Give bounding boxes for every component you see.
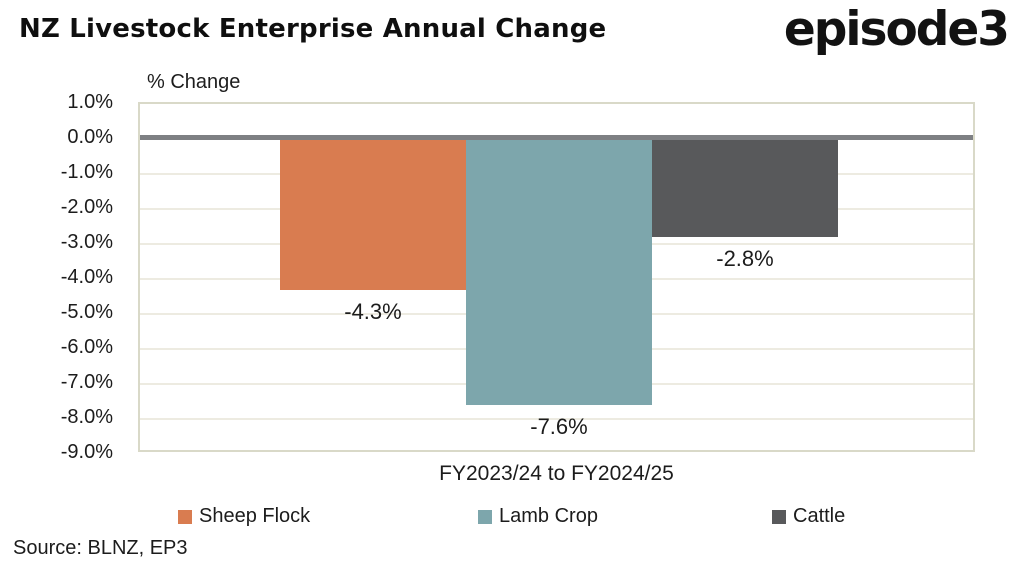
y-tick-label: -6.0%: [60, 336, 113, 358]
bar-lamb-crop: [466, 139, 652, 405]
y-tick-label: -8.0%: [60, 406, 113, 428]
y-axis-title: % Change: [147, 71, 241, 93]
page-title: NZ Livestock Enterprise Annual Change: [19, 14, 607, 44]
legend-item-cattle: Cattle: [772, 505, 845, 528]
y-tick-label: -5.0%: [60, 301, 113, 323]
zero-axis-line: [140, 135, 973, 140]
y-tick-label: -7.0%: [60, 371, 113, 393]
y-tick-label: 1.0%: [67, 91, 113, 113]
legend-swatch-icon: [478, 509, 492, 524]
y-tick-label: -2.0%: [60, 196, 113, 218]
gridline: [140, 418, 973, 420]
x-axis-label: FY2023/24 to FY2024/25: [439, 462, 674, 485]
source-note: Source: BLNZ, EP3: [13, 537, 188, 559]
legend-label: Lamb Crop: [499, 505, 598, 527]
data-label-lamb-crop: -7.6%: [530, 414, 588, 439]
legend-item-sheep-flock: Sheep Flock: [178, 505, 310, 528]
bar-sheep-flock: [280, 139, 466, 290]
data-label-sheep-flock: -4.3%: [344, 299, 402, 324]
y-tick-label: -3.0%: [60, 231, 113, 253]
episode3-logo: episode3: [783, 2, 1010, 57]
plot-area: -4.3% -7.6% -2.8%: [138, 102, 975, 452]
legend-swatch-icon: [178, 509, 192, 524]
y-tick-label: -4.0%: [60, 266, 113, 288]
legend-label: Cattle: [793, 505, 846, 527]
legend-swatch-icon: [772, 509, 786, 524]
y-tick-label: -1.0%: [60, 161, 113, 183]
y-tick-label: 0.0%: [67, 126, 113, 148]
data-label-cattle: -2.8%: [716, 246, 774, 271]
y-axis-tick-labels: 1.0% 0.0% -1.0% -2.0% -3.0% -4.0% -5.0% -6.0% -7…: [0, 91, 113, 463]
legend-item-lamb-crop: Lamb Crop: [478, 505, 598, 528]
y-tick-label: -9.0%: [60, 441, 113, 463]
legend-label: Sheep Flock: [199, 505, 311, 527]
bar-cattle: [652, 139, 838, 237]
